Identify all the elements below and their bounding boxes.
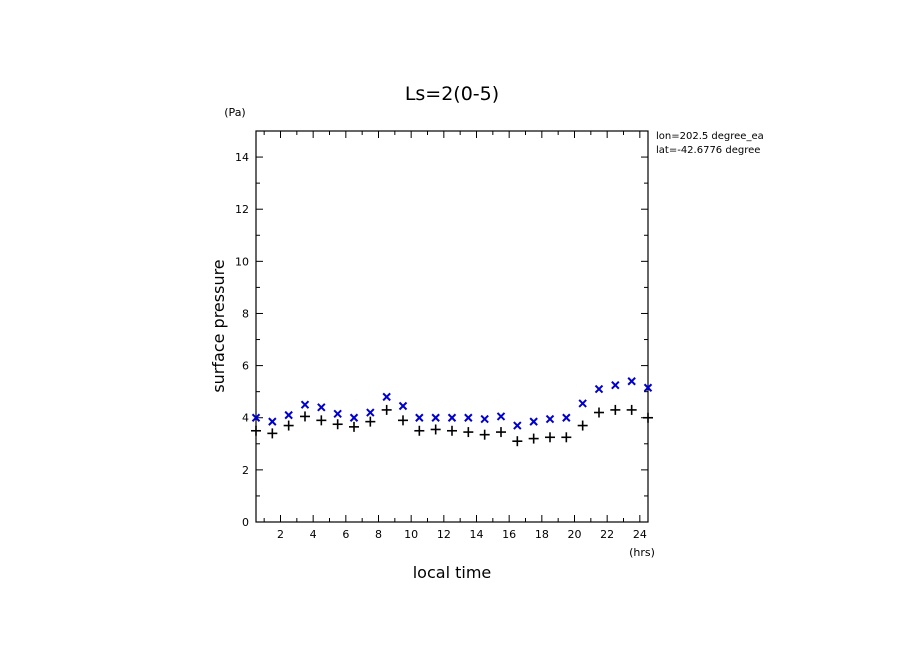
x-marker-point: [643, 383, 653, 392]
y-tick-label: 14: [235, 151, 249, 164]
plus-marker-point: [300, 411, 310, 422]
plus-marker-point: [512, 436, 523, 447]
plus-marker-point: [610, 404, 621, 415]
x-marker-point: [545, 414, 555, 424]
plus-marker-point: [332, 419, 343, 430]
plus-marker-point: [479, 429, 490, 440]
x-tick-label: 18: [535, 528, 549, 541]
plus-marker-point: [545, 432, 555, 443]
plus-marker-point: [626, 404, 637, 415]
x-marker-point: [366, 408, 375, 417]
x-marker-point: [333, 409, 342, 419]
x-unit-label: (hrs): [629, 546, 655, 559]
x-marker-point: [447, 413, 457, 422]
y-tick-label: 6: [242, 360, 249, 373]
x-marker-point: [349, 413, 359, 422]
y-tick-label: 2: [242, 464, 249, 477]
x-tick-label: 6: [342, 528, 349, 541]
x-marker-point: [284, 410, 293, 420]
x-marker-point: [398, 401, 408, 411]
x-marker-point: [496, 412, 506, 421]
y-tick-label: 0: [242, 516, 249, 529]
plus-marker-point: [463, 427, 474, 438]
plus-marker-point: [528, 433, 539, 444]
y-tick-label: 10: [235, 255, 249, 268]
x-marker-point: [317, 403, 326, 412]
plus-marker-point: [381, 404, 392, 415]
x-tick-label: 2: [277, 528, 284, 541]
x-marker-point: [594, 384, 604, 394]
x-tick-label: 16: [502, 528, 516, 541]
x-marker-point: [382, 392, 391, 402]
y-axis-label: surface pressure: [209, 259, 228, 392]
plus-marker-point: [398, 415, 408, 426]
x-marker-point: [480, 414, 489, 424]
plus-marker-point: [316, 415, 327, 426]
x-marker-point: [415, 413, 424, 422]
y-tick-label: 4: [242, 412, 249, 425]
x-marker-point: [268, 417, 277, 426]
plus-marker-point: [594, 407, 604, 418]
plus-marker-point: [496, 427, 506, 438]
plot-frame: [255, 130, 649, 523]
annotation-lat: lat=-42.6776 degree: [656, 145, 760, 156]
x-marker-point: [513, 421, 522, 430]
plus-marker-point: [267, 428, 278, 439]
plus-marker-point: [365, 416, 376, 427]
x-tick-label: 22: [600, 528, 614, 541]
y-unit-label: (Pa): [224, 106, 245, 119]
x-marker-point: [611, 380, 620, 390]
plus-marker-point: [414, 425, 425, 436]
x-marker-point: [251, 413, 261, 422]
x-marker-point: [562, 413, 571, 422]
y-tick-label: 12: [235, 203, 249, 216]
plus-marker-point: [561, 432, 572, 443]
plus-marker-point: [643, 412, 653, 423]
chart-title: Ls=2(0-5): [405, 83, 499, 105]
x-tick-label: 24: [633, 528, 647, 541]
annotation-lon: lon=202.5 degree_ea: [656, 131, 764, 142]
x-marker-point: [464, 413, 473, 422]
x-axis-label: local time: [413, 563, 492, 582]
plus-marker-point: [577, 420, 588, 431]
x-marker-point: [627, 377, 636, 386]
x-marker-point: [431, 413, 440, 422]
x-tick-label: 10: [404, 528, 418, 541]
x-marker-point: [300, 400, 310, 409]
x-tick-label: 14: [470, 528, 484, 541]
plus-marker-point: [430, 424, 441, 435]
x-tick-label: 4: [310, 528, 317, 541]
y-tick-label: 8: [242, 307, 249, 320]
x-marker-point: [578, 399, 587, 408]
x-tick-label: 20: [568, 528, 582, 541]
x-marker-point: [529, 417, 538, 426]
plus-marker-point: [447, 425, 457, 436]
data-points: [251, 377, 653, 447]
x-tick-label: 8: [375, 528, 382, 541]
plus-marker-point: [251, 425, 261, 436]
plus-marker-point: [283, 420, 294, 431]
plus-marker-point: [349, 421, 359, 432]
x-tick-label: 12: [437, 528, 451, 541]
